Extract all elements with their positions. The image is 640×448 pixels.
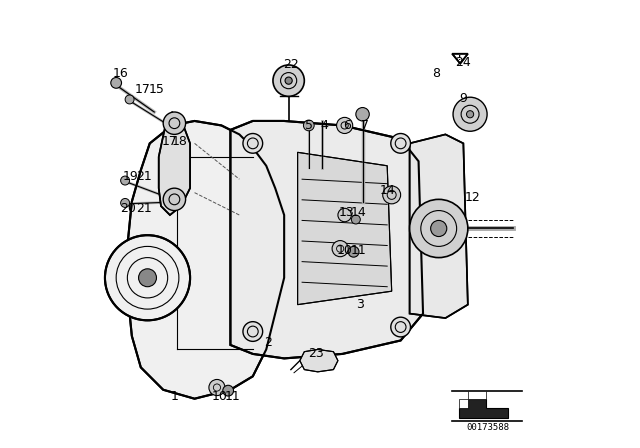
Circle shape <box>338 208 351 222</box>
Text: 19: 19 <box>123 170 138 184</box>
Text: 7: 7 <box>361 119 369 132</box>
Text: 17: 17 <box>135 83 151 96</box>
Circle shape <box>348 246 359 257</box>
Text: 14: 14 <box>380 184 395 197</box>
Circle shape <box>163 112 186 134</box>
Polygon shape <box>468 391 486 399</box>
Circle shape <box>105 235 190 320</box>
Circle shape <box>121 198 130 207</box>
Circle shape <box>139 269 157 287</box>
Circle shape <box>209 379 225 396</box>
Polygon shape <box>459 399 508 418</box>
Text: 24: 24 <box>456 56 471 69</box>
Circle shape <box>410 199 468 258</box>
Circle shape <box>243 134 262 153</box>
Text: !: ! <box>458 55 461 61</box>
Circle shape <box>467 111 474 118</box>
Text: 9: 9 <box>460 92 467 105</box>
Polygon shape <box>298 152 392 305</box>
Polygon shape <box>230 121 423 358</box>
Text: 21: 21 <box>136 170 152 184</box>
Circle shape <box>391 317 410 337</box>
Circle shape <box>121 176 130 185</box>
Circle shape <box>303 120 314 131</box>
Polygon shape <box>410 134 468 318</box>
Polygon shape <box>159 112 190 215</box>
Circle shape <box>453 97 487 131</box>
Circle shape <box>243 322 262 341</box>
Circle shape <box>273 65 305 96</box>
Text: 4: 4 <box>321 119 328 132</box>
Circle shape <box>125 95 134 104</box>
Text: 21: 21 <box>136 202 152 215</box>
Text: 12: 12 <box>465 190 480 204</box>
Text: 17: 17 <box>162 134 178 148</box>
Text: 10: 10 <box>337 244 353 258</box>
Text: 10: 10 <box>211 390 227 403</box>
Polygon shape <box>300 349 338 372</box>
Text: 2: 2 <box>264 336 273 349</box>
Circle shape <box>431 220 447 237</box>
Circle shape <box>111 78 122 88</box>
Text: 3: 3 <box>356 298 364 311</box>
Circle shape <box>351 215 360 224</box>
Text: 1: 1 <box>170 390 179 403</box>
Text: 13: 13 <box>339 206 355 220</box>
Circle shape <box>223 385 234 396</box>
Text: 15: 15 <box>148 83 164 96</box>
Polygon shape <box>452 54 468 64</box>
Text: 5: 5 <box>305 119 313 132</box>
Circle shape <box>332 241 348 257</box>
Text: 8: 8 <box>433 67 440 81</box>
Circle shape <box>383 186 401 204</box>
Text: 18: 18 <box>172 134 188 148</box>
Text: 11: 11 <box>225 390 241 403</box>
Text: 14: 14 <box>350 206 366 220</box>
Text: 23: 23 <box>308 347 323 361</box>
Text: 16: 16 <box>113 67 129 81</box>
Circle shape <box>391 134 410 153</box>
Text: 6: 6 <box>343 119 351 132</box>
Circle shape <box>163 188 186 211</box>
Polygon shape <box>127 121 284 399</box>
Text: 22: 22 <box>283 58 299 72</box>
Text: 20: 20 <box>120 202 136 215</box>
Circle shape <box>356 108 369 121</box>
Circle shape <box>285 77 292 84</box>
Polygon shape <box>459 399 468 408</box>
Text: 00173588: 00173588 <box>467 423 509 432</box>
Text: 11: 11 <box>350 244 366 258</box>
Circle shape <box>337 117 353 134</box>
